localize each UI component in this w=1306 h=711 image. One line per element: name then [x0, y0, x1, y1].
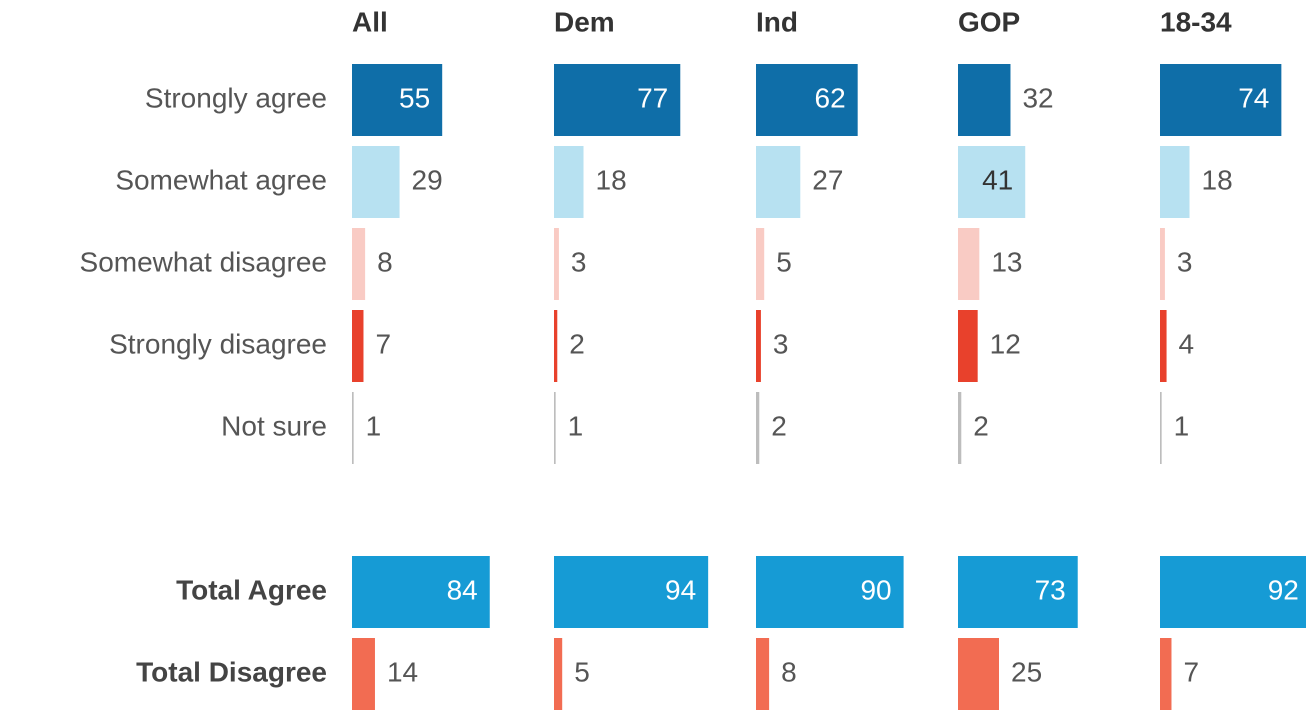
value-label: 32 [1022, 82, 1053, 113]
bar [352, 392, 354, 464]
value-label: 1 [1174, 410, 1190, 441]
bar [352, 556, 490, 628]
row-label: Not sure [221, 410, 327, 441]
value-label: 77 [637, 82, 668, 113]
row-label: Somewhat disagree [80, 246, 327, 277]
value-label: 1 [568, 410, 584, 441]
value-label: 5 [574, 656, 590, 687]
value-label: 8 [781, 656, 797, 687]
value-label: 7 [1183, 656, 1199, 687]
bar [554, 146, 584, 218]
bar [554, 228, 559, 300]
value-label: 12 [990, 328, 1021, 359]
value-label: 3 [571, 246, 587, 277]
value-label: 94 [665, 574, 696, 605]
bar [958, 146, 1026, 218]
row-label: Strongly disagree [109, 328, 327, 359]
bar [1160, 638, 1172, 710]
bar [352, 638, 375, 710]
value-label: 4 [1179, 328, 1195, 359]
bar [352, 64, 443, 136]
value-label: 90 [860, 574, 891, 605]
value-label: 25 [1011, 656, 1042, 687]
bar [1160, 310, 1167, 382]
bar [958, 228, 980, 300]
value-label: 18 [1202, 164, 1233, 195]
value-label: 1 [366, 410, 382, 441]
column-header: Ind [756, 6, 798, 37]
value-label: 84 [447, 574, 478, 605]
value-label: 5 [776, 246, 792, 277]
bar [756, 310, 761, 382]
bar [554, 638, 563, 710]
row-label: Total Disagree [136, 656, 327, 687]
value-label: 3 [1177, 246, 1193, 277]
row-label: Strongly agree [145, 82, 327, 113]
bar [958, 638, 999, 710]
bar [1160, 146, 1190, 218]
value-label: 55 [399, 82, 430, 113]
value-label: 2 [973, 410, 989, 441]
bar [554, 64, 681, 136]
column-header: Dem [554, 6, 615, 37]
value-label: 74 [1238, 82, 1269, 113]
value-label: 8 [377, 246, 393, 277]
bar [554, 556, 709, 628]
value-label: 13 [991, 246, 1022, 277]
bar [554, 310, 558, 382]
row-label: Total Agree [176, 574, 327, 605]
bar [352, 228, 366, 300]
bar [554, 392, 556, 464]
bar [756, 556, 904, 628]
value-label: 14 [387, 656, 418, 687]
value-label: 2 [569, 328, 585, 359]
value-label: 3 [773, 328, 789, 359]
value-label: 73 [1035, 574, 1066, 605]
value-label: 2 [771, 410, 787, 441]
bar [756, 638, 770, 710]
bar [756, 228, 765, 300]
bar [1160, 228, 1165, 300]
bar [1160, 556, 1306, 628]
bar [756, 64, 858, 136]
bar [958, 392, 962, 464]
row-label: Somewhat agree [115, 164, 327, 195]
value-label: 62 [815, 82, 846, 113]
column-header: GOP [958, 6, 1020, 37]
value-label: 27 [812, 164, 843, 195]
value-label: 7 [375, 328, 391, 359]
column-header: 18-34 [1160, 6, 1232, 37]
bar [756, 392, 760, 464]
bar [1160, 64, 1282, 136]
column-header: All [352, 6, 388, 37]
bar [958, 64, 1011, 136]
bar [958, 556, 1078, 628]
value-label: 92 [1268, 574, 1299, 605]
bar [958, 310, 978, 382]
bar [756, 146, 801, 218]
value-label: 29 [412, 164, 443, 195]
value-label: 18 [596, 164, 627, 195]
bar [352, 146, 400, 218]
value-label: 41 [982, 164, 1013, 195]
bar [352, 310, 364, 382]
bar [1160, 392, 1162, 464]
